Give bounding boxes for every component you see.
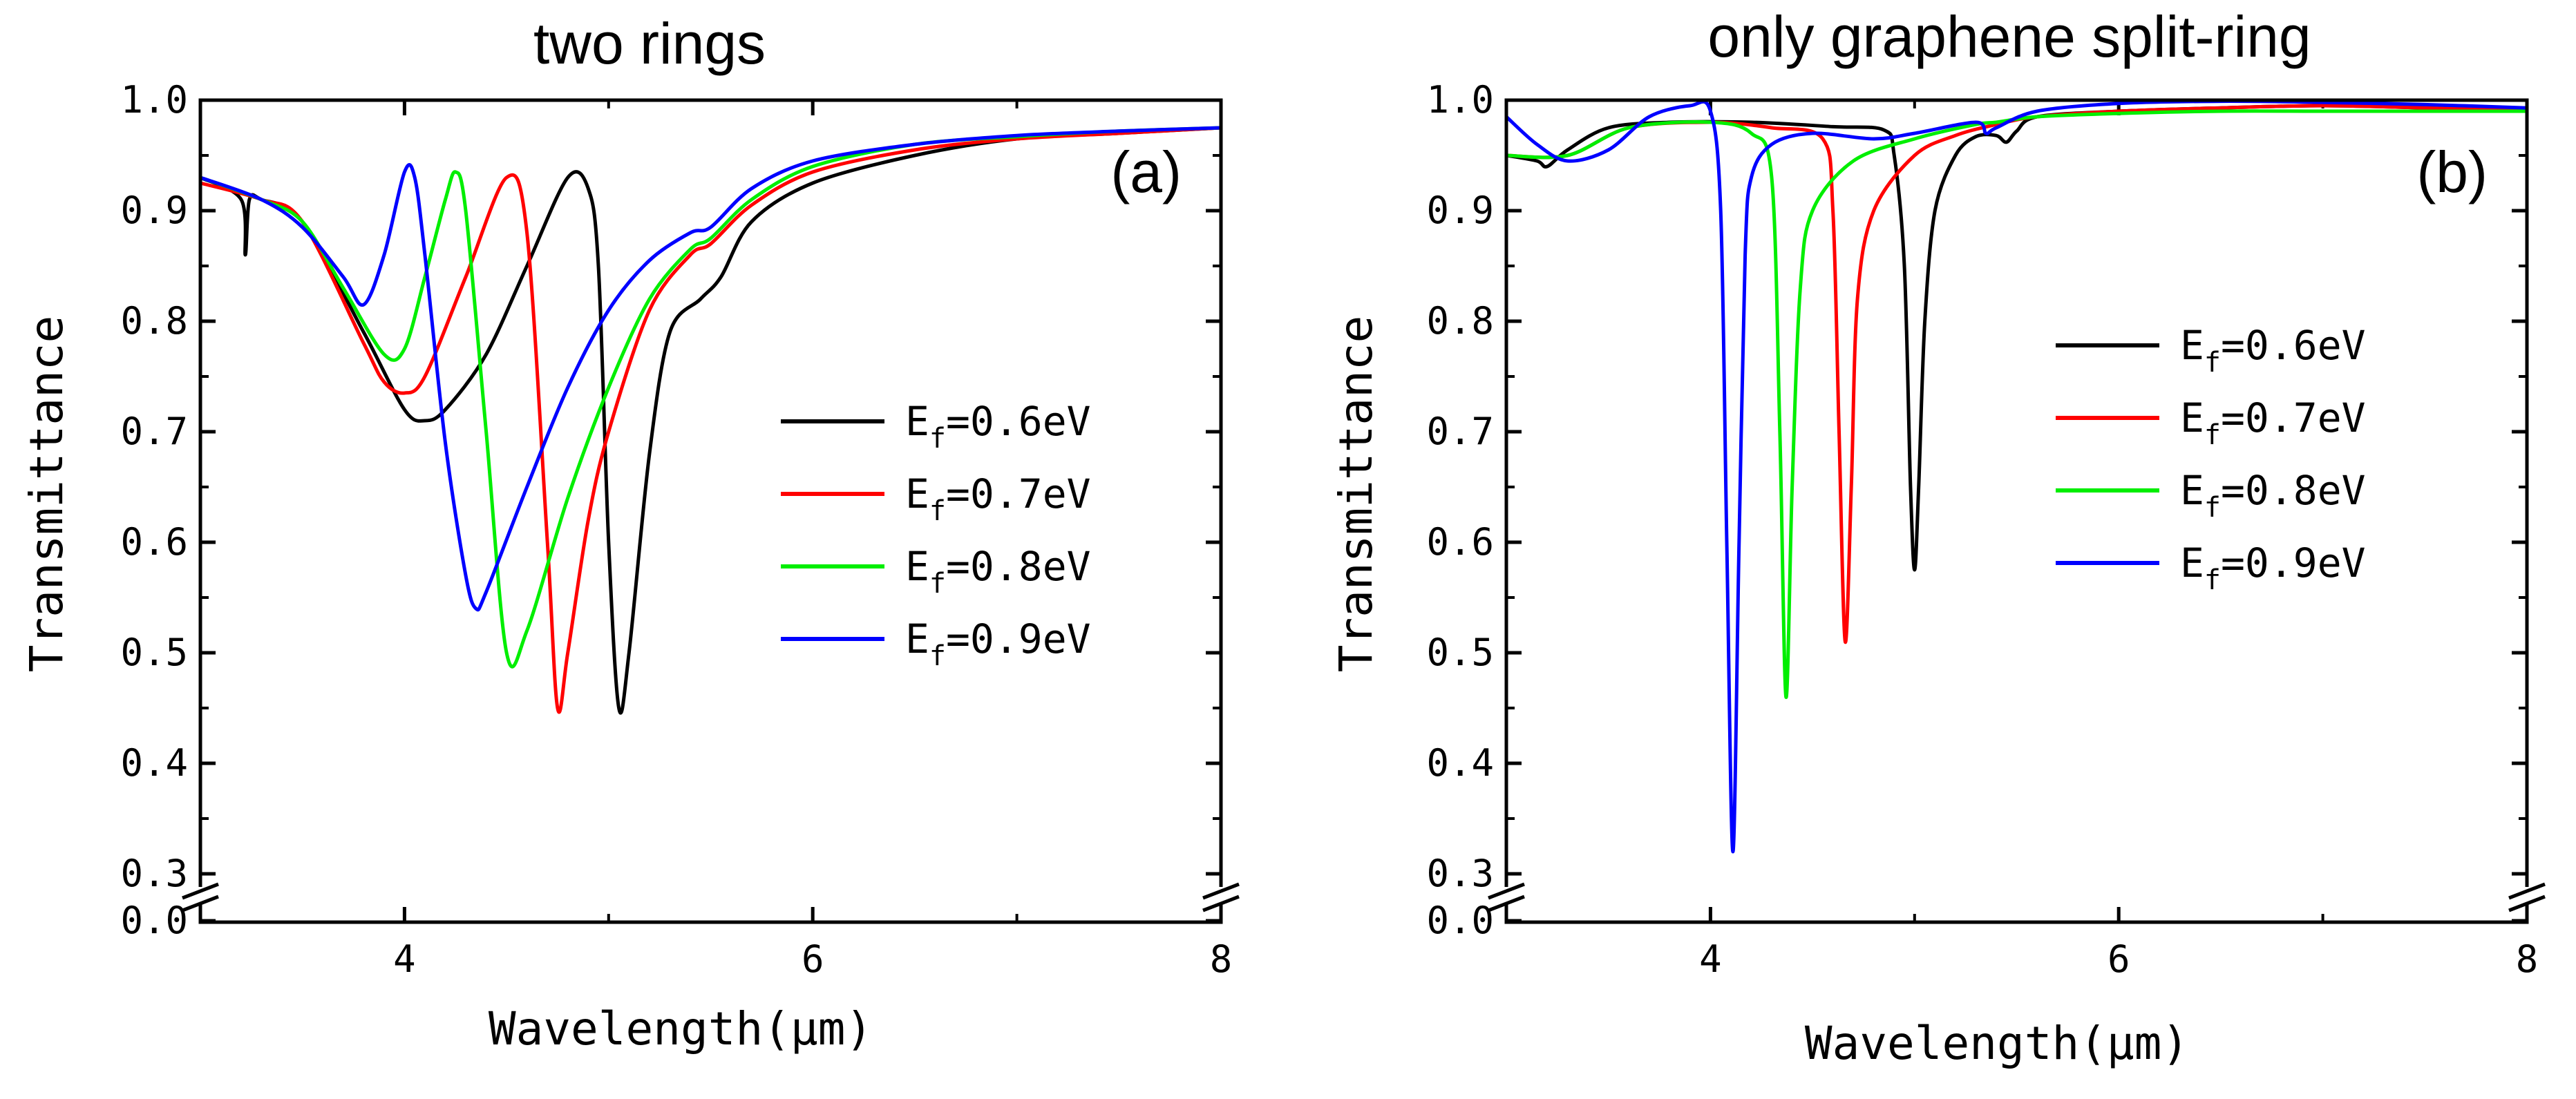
y-tick-label: 0.0 <box>120 899 188 942</box>
series-line-b-2 <box>1504 109 2529 699</box>
legend-label: Ef=0.9eV <box>905 615 1091 672</box>
legend-b: Ef=0.6eV Ef=0.7eV Ef=0.8eV Ef=0.9eV <box>2056 322 2366 596</box>
x-axis-label-a: Wavelength(μm) <box>489 1002 873 1055</box>
y-tick-label: 0.9 <box>120 189 188 232</box>
plot-frame-a <box>198 98 1223 924</box>
series-line-a-1 <box>198 126 1223 714</box>
y-tick-label: 0.0 <box>1426 899 1494 942</box>
axis-break-a <box>182 882 1240 912</box>
axis-break-mark <box>182 882 219 900</box>
chart-title-b: only graphene split-ring <box>1707 4 2311 69</box>
y-tick-label: 0.7 <box>120 410 188 453</box>
axis-ticks-b: 0.00.3 0.4 0.5 0.6 0.7 0.8 0.9 1.0 4 6 8 <box>1426 78 2538 981</box>
axis-break-mark <box>2508 895 2546 912</box>
axis-break-mark <box>2508 882 2546 900</box>
x-tick-label: 4 <box>393 937 416 981</box>
series-line-b-1 <box>1504 104 2529 644</box>
panel-label-a: (a) <box>1110 140 1182 204</box>
panel-label-b: (b) <box>2416 140 2488 204</box>
y-tick-label: 0.4 <box>120 741 188 785</box>
y-tick-label: 0.5 <box>1426 631 1494 674</box>
x-tick-label: 8 <box>1210 937 1233 981</box>
legend-label: Ef=0.7eV <box>905 470 1091 527</box>
legend-label: Ef=0.8eV <box>2180 467 2366 524</box>
y-tick-label: 1.0 <box>1426 78 1494 122</box>
chart-panel-a: two rings Wavelength(μm) Transmittance (… <box>20 11 1240 1055</box>
y-tick-label: 0.3 <box>1426 852 1494 895</box>
series-line-b-3 <box>1504 99 2529 854</box>
chart-panel-b: only graphene split-ring Wavelength(μm) … <box>1329 4 2546 1070</box>
legend-label: Ef=0.6eV <box>2180 322 2366 379</box>
axis-break-mark <box>182 895 219 912</box>
plot-curves-b <box>1504 99 2529 854</box>
y-tick-label: 0.7 <box>1426 410 1494 453</box>
axis-ticks-a: 0.00.3 0.4 0.5 0.6 0.7 0.8 0.9 1.0 4 6 8 <box>120 78 1232 981</box>
axis-break-mark <box>1488 895 1525 912</box>
y-tick-label: 0.9 <box>1426 189 1494 232</box>
x-axis-label-b: Wavelength(μm) <box>1805 1017 2189 1070</box>
y-tick-label: 0.6 <box>1426 520 1494 564</box>
legend-label: Ef=0.6eV <box>905 398 1091 455</box>
legend-label: Ef=0.8eV <box>905 543 1091 600</box>
y-tick-label: 0.4 <box>1426 741 1494 785</box>
legend-label: Ef=0.7eV <box>2180 394 2366 451</box>
y-axis-label-a: Transmittance <box>20 316 73 673</box>
y-tick-label: 0.8 <box>1426 299 1494 343</box>
chart-title-a: two rings <box>533 11 766 76</box>
x-tick-label: 6 <box>802 937 824 981</box>
axis-break-mark <box>1202 895 1240 912</box>
x-tick-label: 8 <box>2516 937 2539 981</box>
x-tick-label: 6 <box>2108 937 2130 981</box>
legend-a: Ef=0.6eV Ef=0.7eV Ef=0.8eV Ef=0.9eV <box>781 398 1091 672</box>
series-line-a-3 <box>198 126 1223 612</box>
y-tick-label: 1.0 <box>120 78 188 122</box>
axis-break-b <box>1488 882 2546 912</box>
legend-label: Ef=0.9eV <box>2180 539 2366 596</box>
series-line-b-0 <box>1504 104 2529 572</box>
plot-frame-b <box>1504 98 2529 924</box>
axis-break-mark <box>1488 882 1525 900</box>
y-tick-label: 0.5 <box>120 631 188 674</box>
axis-break-mark <box>1202 882 1240 900</box>
x-tick-label: 4 <box>1699 937 1722 981</box>
y-tick-label: 0.8 <box>120 299 188 343</box>
plot-curves-a <box>198 126 1223 715</box>
y-tick-label: 0.3 <box>120 852 188 895</box>
y-axis-label-b: Transmittance <box>1329 316 1383 673</box>
series-line-a-2 <box>198 126 1223 669</box>
y-tick-label: 0.6 <box>120 520 188 564</box>
